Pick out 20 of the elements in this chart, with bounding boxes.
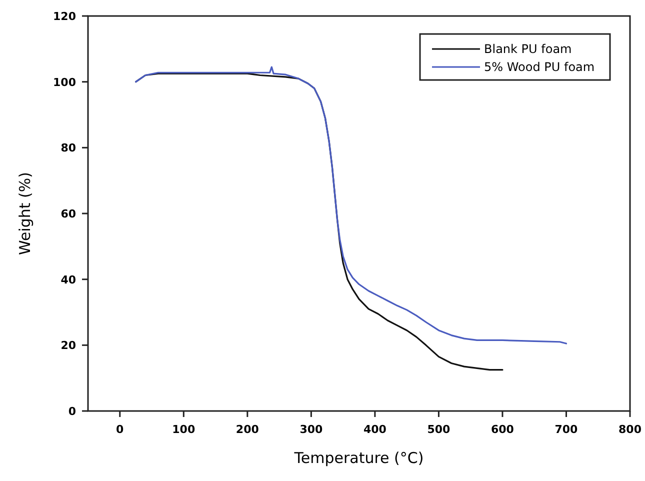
y-tick-label: 20 [60, 339, 76, 352]
x-tick-label: 200 [236, 423, 260, 436]
x-axis-title: Temperature (°C) [293, 449, 424, 467]
x-tick-label: 300 [300, 423, 323, 436]
x-tick-label: 100 [172, 423, 196, 436]
x-tick-label: 400 [363, 423, 387, 436]
y-tick-label: 40 [60, 273, 76, 286]
y-tick-label: 60 [60, 208, 76, 220]
x-tick-label: 700 [554, 423, 578, 436]
x-tick-label: 800 [618, 423, 642, 436]
legend-label: Blank PU foam [484, 42, 572, 56]
y-tick-label: 80 [60, 142, 76, 155]
y-tick-label: 100 [53, 76, 76, 89]
y-tick-label: 120 [53, 10, 76, 23]
x-tick-label: 0 [116, 423, 124, 436]
legend-label: 5% Wood PU foam [484, 60, 595, 74]
y-axis-title: Weight (%) [16, 172, 34, 255]
x-tick-label: 500 [427, 423, 451, 436]
y-tick-label: 0 [68, 405, 76, 418]
x-tick-label: 600 [490, 423, 514, 436]
